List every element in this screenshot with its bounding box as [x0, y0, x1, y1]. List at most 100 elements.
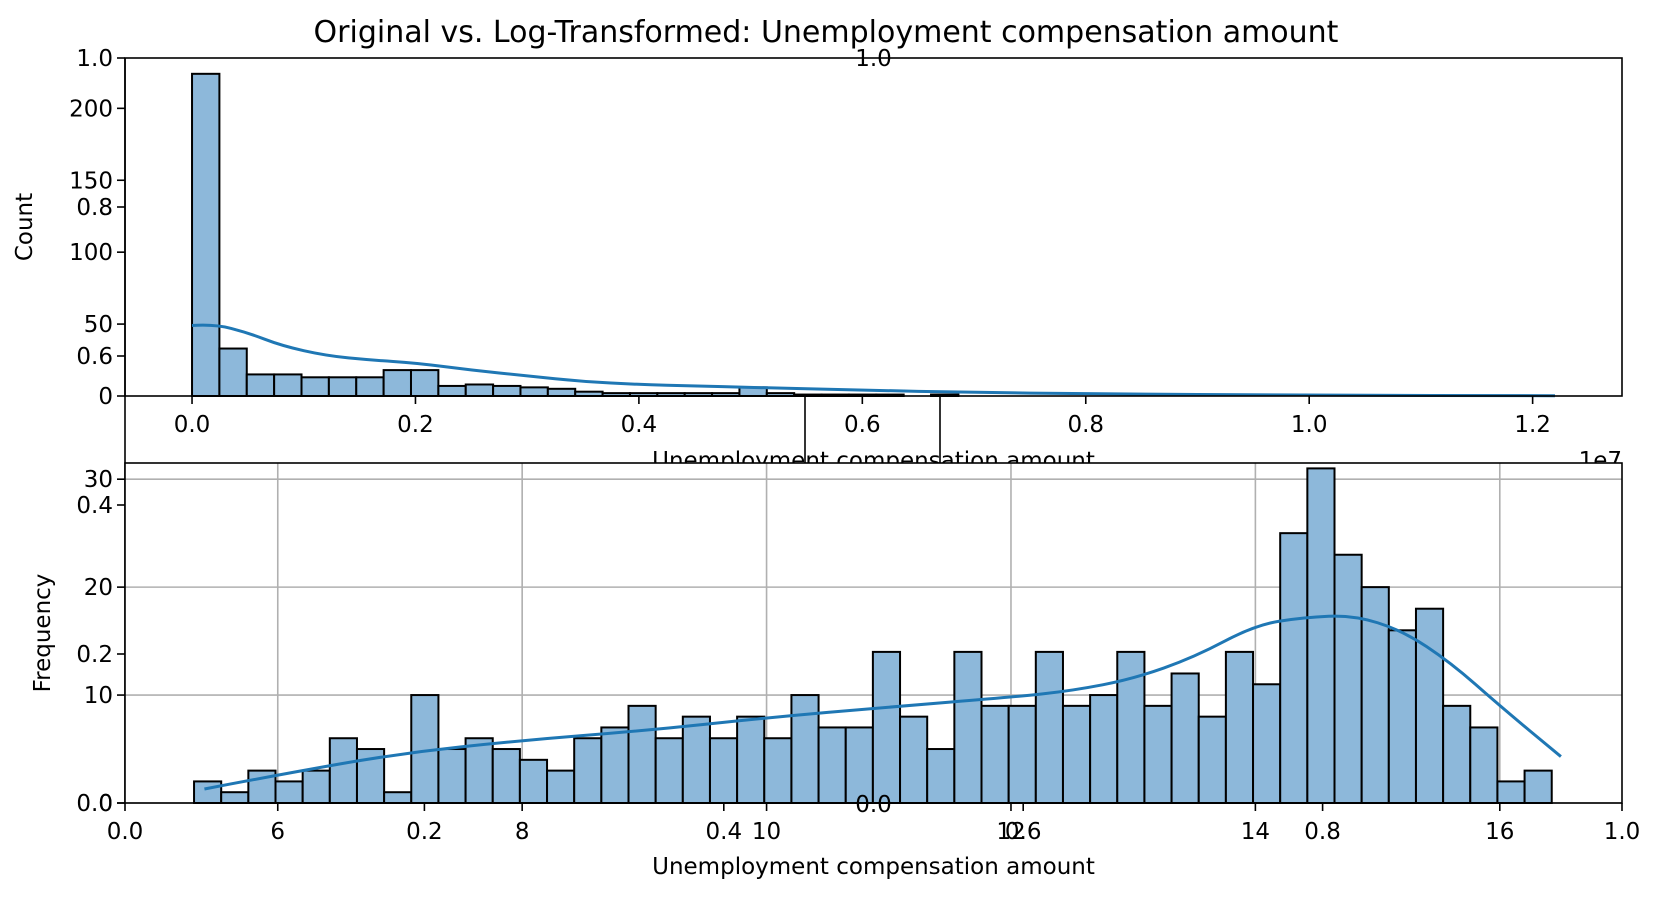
overlay-x-tick-label: 0.4 [706, 819, 743, 845]
histogram-bar [980, 704, 1010, 804]
histogram-bar [492, 384, 522, 397]
x-tick-label: 8 [515, 819, 530, 845]
y-tick-label: 30 [84, 467, 113, 493]
x-tick-label: 6 [270, 819, 285, 845]
histogram-bar [817, 726, 847, 805]
histogram-bar [1279, 532, 1309, 805]
histogram-bar [899, 715, 929, 805]
histogram-bar [464, 737, 494, 804]
histogram-bar [437, 384, 467, 397]
histogram-bar [1469, 726, 1499, 805]
bottom-axes-frame [124, 462, 1623, 804]
histogram-bar [1252, 683, 1282, 804]
x-tick-label: 0.2 [397, 412, 434, 438]
histogram-bar [1414, 607, 1445, 805]
histogram-bar [301, 769, 331, 804]
y-tick-label: 0 [98, 791, 113, 817]
histogram-bar [1306, 467, 1336, 804]
histogram-bar [355, 376, 385, 397]
histogram-bar [220, 791, 250, 805]
overlay-mid-label: 0.0 [855, 792, 892, 818]
bottom-histogram-panel: 0 10 20 30 6 8 10 12 14 16 Unemployment compensa… [30, 462, 1623, 880]
y-tick-label: 200 [69, 96, 113, 122]
histogram-bar [627, 704, 657, 804]
overlay-top-label: 1.0 [855, 46, 892, 72]
y-tick-label: 20 [84, 575, 113, 601]
overlay-x-tick-label: 0.0 [107, 819, 144, 845]
top-axes-frame [124, 57, 1623, 397]
y-tick-label: 100 [69, 240, 113, 266]
histogram-bar [790, 694, 820, 804]
histogram-bar [1143, 704, 1173, 804]
histogram-bar [681, 715, 711, 805]
top-kde-curve [191, 323, 1555, 398]
histogram-bar [328, 737, 358, 804]
histogram-bar [327, 376, 358, 397]
histogram-bar [300, 376, 330, 397]
histogram-bar [437, 748, 467, 804]
bottom-kde-curve [204, 614, 1562, 791]
histogram-bar [1442, 704, 1472, 804]
overlay-y-tick-label: 0.0 [76, 791, 113, 817]
histogram-bar [1034, 650, 1064, 805]
histogram-bar [1197, 715, 1227, 805]
histogram-bar [573, 737, 603, 804]
histogram-bar [1089, 694, 1119, 804]
histogram-bar [600, 726, 630, 805]
histogram-bar [1523, 769, 1553, 804]
histogram-bar [518, 758, 549, 804]
histogram-bar [546, 387, 577, 397]
overlay-y-tick-label: 0.6 [76, 344, 113, 370]
x-tick-label: 0.0 [174, 412, 211, 438]
x-tick-label: 12 [996, 819, 1025, 845]
overlay-y-tick-label: 0.2 [76, 642, 113, 668]
overlay-x-tick-label: 1.0 [1604, 819, 1641, 845]
x-tick-label: 1.2 [1514, 412, 1551, 438]
x-tick-label: 0.8 [1067, 412, 1104, 438]
x-tick-label: 0.4 [621, 412, 658, 438]
histogram-bar [926, 748, 956, 804]
histogram-bar [519, 386, 549, 397]
bottom-x-axis-label: Unemployment compensation amount [652, 854, 1095, 880]
x-tick-label: 10 [752, 819, 781, 845]
histogram-bar [1496, 780, 1526, 805]
bottom-y-axis-label: Frequency [30, 574, 56, 693]
histogram-bar [1333, 553, 1363, 804]
top-y-axis-label: Count [12, 193, 38, 261]
overlay-y-tick-label: 0.4 [76, 493, 113, 519]
histogram-bar [1061, 704, 1092, 804]
x-tick-label: 1.0 [1291, 412, 1328, 438]
histogram-bar [708, 737, 739, 804]
histogram-bar [273, 373, 303, 398]
histogram-bar [218, 347, 248, 397]
histogram-bar [274, 780, 304, 805]
histogram-bar [409, 369, 440, 397]
x-tick-label: 14 [1241, 819, 1270, 845]
histogram-bar [871, 650, 902, 805]
histogram-bar [464, 383, 495, 398]
y-tick-label: 150 [69, 168, 113, 194]
histogram-bar [191, 72, 221, 397]
histogram-bar [763, 737, 793, 804]
overlay-x-tick-label: 0.8 [1304, 819, 1341, 845]
x-tick-label: 0.6 [844, 412, 881, 438]
y-tick-label: 0 [98, 384, 113, 410]
y-tick-label: 50 [84, 312, 113, 338]
histogram-bar [193, 780, 223, 805]
histogram-bar [1387, 629, 1417, 804]
overlay-y-tick-label: 0.8 [76, 195, 113, 221]
histogram-bar [953, 650, 983, 805]
overlay-x-tick-label: 0.2 [406, 819, 443, 845]
y-tick-label: 10 [84, 683, 113, 709]
histogram-bar [654, 737, 684, 804]
histogram-bar [546, 769, 576, 804]
overlay-x-tick-label: 0.6 [1005, 819, 1042, 845]
histogram-bar [245, 373, 276, 398]
x-tick-label: 16 [1485, 819, 1514, 845]
histogram-bar [491, 748, 521, 804]
overlay-y-tick-label: 1.0 [76, 46, 113, 72]
histogram-bar [1224, 650, 1255, 805]
histogram-bar [1170, 672, 1200, 804]
